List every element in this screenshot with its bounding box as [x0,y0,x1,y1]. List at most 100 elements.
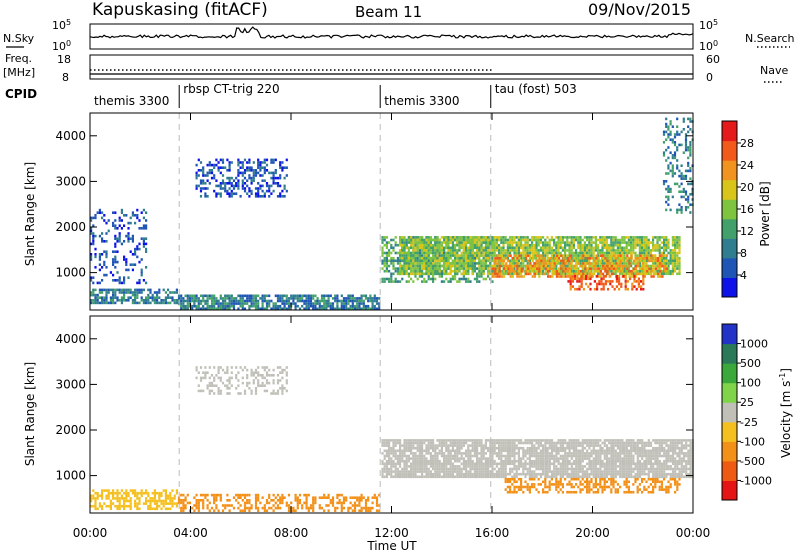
echo-cell [272,174,275,177]
echo-cell [684,146,688,149]
echo-cell [412,256,415,260]
echo-cell [228,504,231,507]
echo-cell [136,502,139,505]
echo-cell [197,174,200,177]
echo-cell [618,280,621,283]
echo-cell [671,259,674,263]
echo-cell [445,241,448,244]
echo-cell [665,238,668,242]
echo-cell [112,291,115,294]
echo-cell [456,280,459,283]
echo-cell [684,141,688,144]
echo-cell [221,174,225,177]
echo-cell [407,446,410,450]
echo-cell [367,297,370,300]
echo-cell [134,296,137,299]
echo-cell [637,282,640,286]
echo-cell [136,301,139,305]
echo-cell [412,269,415,273]
echo-cell [456,249,459,252]
echo-cell [94,499,97,503]
echo-cell [136,494,139,498]
echo-cell [388,439,391,442]
echo-cell [228,187,231,190]
echo-cell [634,254,637,257]
echo-cell [462,249,465,252]
echo-cell [175,288,178,292]
echo-cell [678,243,681,247]
echo-cell [202,179,205,182]
echo-cell [427,259,430,263]
echo-cell [515,269,518,273]
echo-cell [186,304,189,308]
echo-cell [416,467,419,471]
echo-cell [484,238,487,242]
echo-cell [498,267,501,270]
echo-cell [353,304,357,308]
echo-cell [583,246,586,250]
echo-cell [663,270,666,273]
echo-cell [647,264,650,268]
echo-cell [140,489,143,492]
nave-tick-top: 60 [706,53,720,66]
echo-cell [588,257,591,260]
echo-cell [360,294,363,298]
echo-cell [436,272,439,276]
echo-cell [522,269,525,273]
echo-cell [662,154,666,157]
echo-cell [423,251,426,255]
echo-cell [460,246,463,250]
echo-cell [656,249,659,252]
echo-cell [548,241,551,244]
echo-cell [369,509,372,512]
echo-cell [467,236,470,239]
echo-cell [197,501,200,505]
echo-cell [665,236,668,239]
echo-cell [94,299,97,302]
echo-cell [371,496,374,499]
echo-cell [383,439,386,442]
echo-cell [160,499,163,503]
echo-cell [624,282,627,286]
echo-cell [507,259,510,263]
echo-cell [513,259,516,263]
echo-cell [136,247,139,251]
echo-cell [434,254,437,257]
echo-cell [294,304,297,308]
echo-cell [689,169,692,173]
echo-cell [129,288,132,292]
echo-cell [663,246,666,250]
echo-cell [358,302,361,305]
echo-cell [270,499,273,502]
echo-cell [671,264,674,268]
echo-cell [432,259,435,263]
echo-cell [101,279,104,282]
echo-cell [484,267,487,270]
echo-cell [632,267,635,270]
echo-cell [436,446,439,450]
echo-cell [180,302,183,305]
echo-cell [142,245,145,248]
echo-cell [557,246,560,250]
echo-cell [421,462,424,466]
echo-cell [647,254,650,257]
echo-cell [573,264,576,268]
echo-cell [608,262,611,265]
echo-cell [478,264,481,268]
echo-cell [478,275,481,278]
echo-cell [274,176,277,180]
echo-cell [425,259,428,263]
echo-cell [318,504,321,507]
echo-cell [241,304,244,308]
colorbar-swatch [722,199,737,220]
echo-cell [272,392,275,395]
sky-panel: N.Sky 105 100 105 100 N.Search [3,18,795,53]
echo-cell [665,259,668,263]
echo-cell [665,264,668,268]
echo-cell [364,294,368,298]
echo-cell [423,262,426,265]
echo-cell [535,249,538,252]
echo-cell [410,246,413,250]
echo-cell [394,259,397,263]
echo-cell [520,236,523,239]
